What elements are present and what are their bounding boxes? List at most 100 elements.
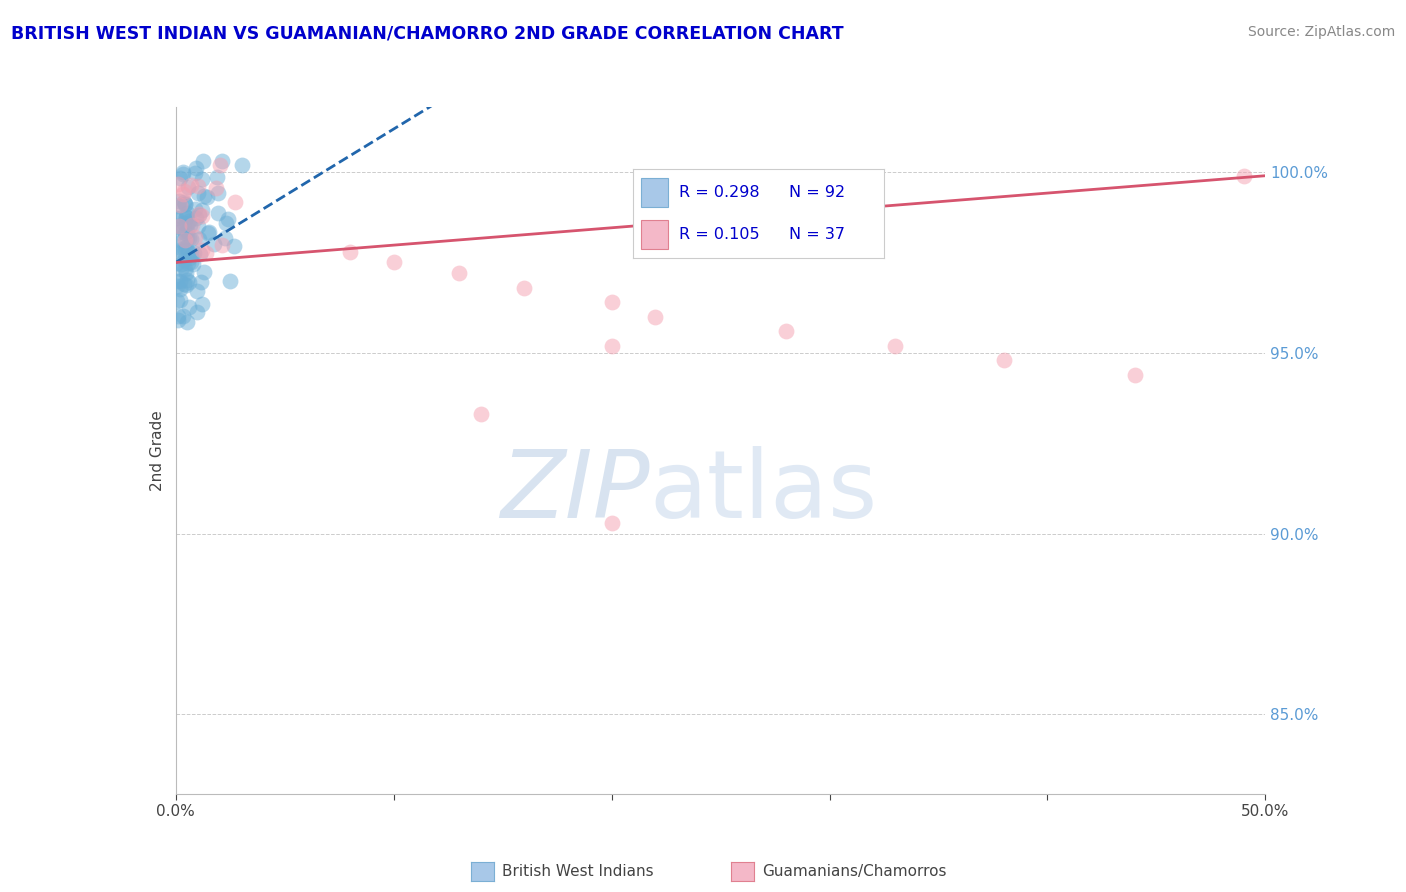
Point xyxy=(217,211,239,226)
Point xyxy=(187,219,209,234)
Point xyxy=(174,243,197,257)
Point xyxy=(172,187,194,202)
Point xyxy=(382,255,405,269)
Point xyxy=(174,210,197,224)
Point xyxy=(186,285,208,299)
Point xyxy=(179,218,201,232)
Point xyxy=(186,305,208,319)
Point xyxy=(211,237,233,252)
Point xyxy=(172,235,194,249)
FancyBboxPatch shape xyxy=(641,219,668,249)
Point xyxy=(174,197,197,211)
Point xyxy=(170,261,193,276)
Point xyxy=(173,253,195,268)
Point xyxy=(184,161,207,176)
Point xyxy=(177,231,200,245)
Point xyxy=(600,338,623,352)
Text: N = 37: N = 37 xyxy=(789,227,845,243)
Point xyxy=(177,251,200,265)
Point xyxy=(188,208,211,222)
Point xyxy=(215,216,238,230)
Point xyxy=(176,206,198,220)
Point xyxy=(166,219,188,233)
Point xyxy=(190,243,212,257)
Point xyxy=(183,230,205,244)
Point xyxy=(224,238,246,252)
Point xyxy=(211,154,233,169)
Point xyxy=(176,315,198,329)
Point xyxy=(172,242,194,256)
Point xyxy=(176,224,198,238)
Point xyxy=(188,207,211,221)
Point xyxy=(169,293,191,307)
Point xyxy=(207,186,229,200)
Point xyxy=(644,310,666,324)
Point xyxy=(167,313,190,327)
Point xyxy=(187,186,209,200)
Point xyxy=(173,184,195,198)
Point xyxy=(224,195,246,210)
Point xyxy=(188,232,211,246)
Point xyxy=(173,277,195,292)
Point xyxy=(174,240,197,254)
Point xyxy=(176,256,198,270)
Point xyxy=(187,179,209,194)
Point xyxy=(884,338,907,352)
Point xyxy=(167,225,190,239)
Point xyxy=(191,172,214,186)
Point xyxy=(169,198,191,212)
Point xyxy=(174,196,197,211)
Point xyxy=(339,244,361,259)
Text: N = 92: N = 92 xyxy=(789,186,845,201)
Point xyxy=(190,209,212,223)
Point xyxy=(177,300,200,314)
Point xyxy=(166,294,188,309)
Point xyxy=(184,166,207,180)
Point xyxy=(172,220,194,235)
Point xyxy=(993,353,1015,368)
Point xyxy=(188,247,211,261)
Point xyxy=(166,256,188,270)
Point xyxy=(177,244,200,259)
Point xyxy=(176,230,198,244)
Point xyxy=(180,232,202,246)
Point xyxy=(169,274,191,288)
Point xyxy=(170,256,193,270)
Point xyxy=(1232,169,1256,183)
Point xyxy=(775,324,797,338)
FancyBboxPatch shape xyxy=(641,178,668,207)
Point xyxy=(173,217,195,231)
Point xyxy=(197,190,219,204)
Point xyxy=(174,227,197,241)
Point xyxy=(231,157,253,171)
Text: BRITISH WEST INDIAN VS GUAMANIAN/CHAMORRO 2ND GRADE CORRELATION CHART: BRITISH WEST INDIAN VS GUAMANIAN/CHAMORR… xyxy=(11,25,844,43)
Point xyxy=(166,274,188,288)
Point xyxy=(167,194,190,208)
Point xyxy=(470,407,492,421)
Point xyxy=(600,516,623,530)
Point xyxy=(197,226,219,240)
Text: atlas: atlas xyxy=(650,446,877,538)
Point xyxy=(167,219,190,233)
Text: ZIP: ZIP xyxy=(501,446,650,537)
Point xyxy=(167,310,190,324)
Point xyxy=(202,237,225,252)
Point xyxy=(165,211,187,226)
Point xyxy=(172,165,194,179)
Text: R = 0.105: R = 0.105 xyxy=(679,227,759,243)
Point xyxy=(190,275,212,289)
Text: R = 0.298: R = 0.298 xyxy=(679,186,759,201)
Point xyxy=(172,310,194,324)
Point xyxy=(197,225,219,239)
Point xyxy=(169,170,191,185)
Point xyxy=(513,281,536,295)
Point xyxy=(183,245,205,260)
Point xyxy=(172,167,194,181)
Y-axis label: 2nd Grade: 2nd Grade xyxy=(149,410,165,491)
Point xyxy=(174,266,197,280)
Point xyxy=(177,180,200,194)
Point xyxy=(181,257,204,271)
Point xyxy=(190,202,212,217)
Point xyxy=(180,246,202,260)
Point xyxy=(176,273,198,287)
